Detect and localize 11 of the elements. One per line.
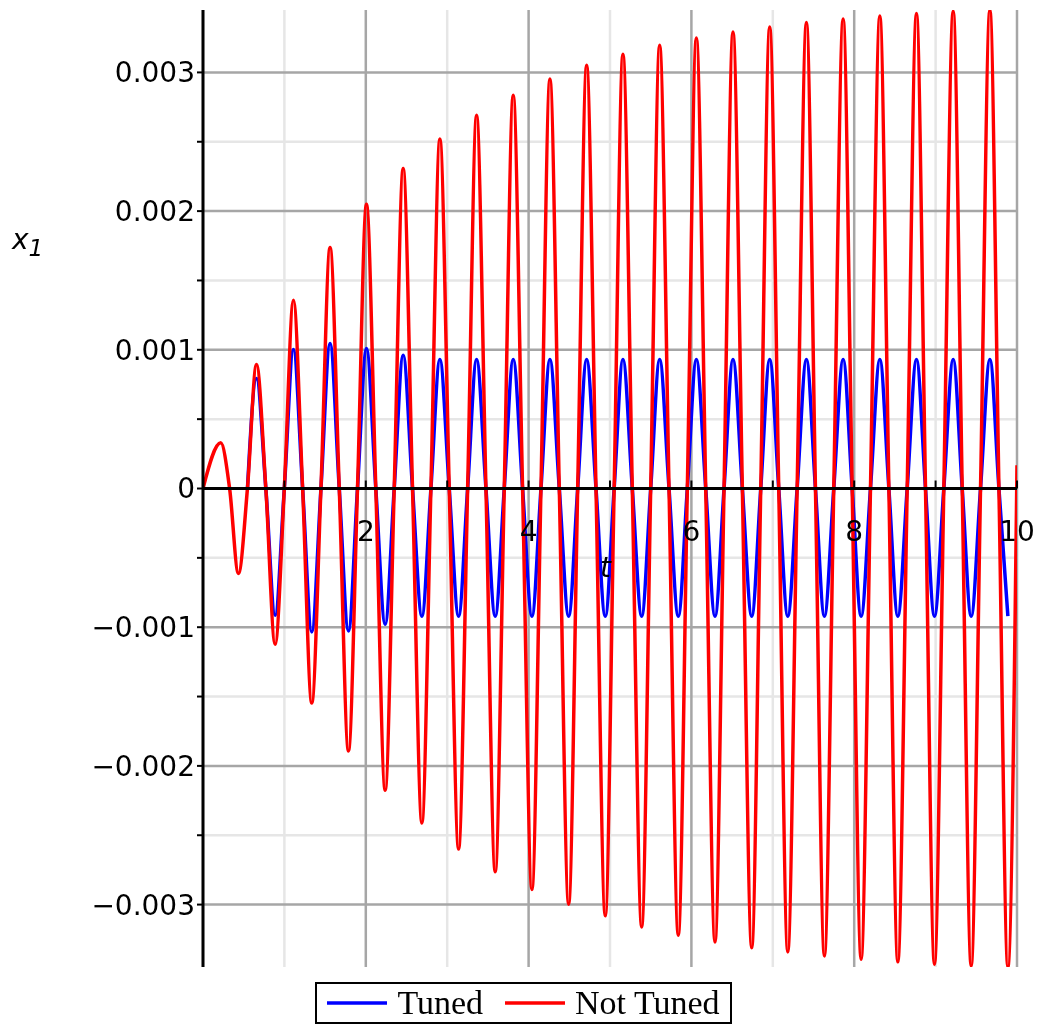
y-tick-label: 0.003 <box>114 56 195 90</box>
x-tick-label: 2 <box>356 514 375 548</box>
y-tick-label: −0.002 <box>91 749 195 783</box>
y-tick-label: 0.002 <box>114 195 195 229</box>
y-tick-label: 0 <box>177 472 195 506</box>
y-tick-label: −0.001 <box>91 611 195 645</box>
legend-label: Not Tuned <box>575 984 720 1022</box>
y-axis-title: x$_{1}$ <box>12 223 44 262</box>
y-tick-label: 0.001 <box>114 333 195 367</box>
legend-label: Tuned <box>397 984 484 1022</box>
y-tick-label: −0.003 <box>91 888 195 922</box>
